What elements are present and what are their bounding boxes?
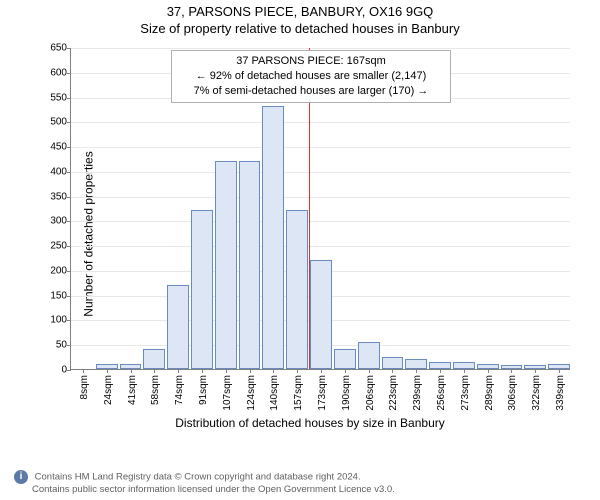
x-tick-label: 8sqm: [79, 369, 90, 399]
histogram-bar: [358, 342, 380, 369]
histogram-bar: [501, 365, 523, 369]
info-icon: i: [14, 470, 28, 484]
histogram-plot: 0501001502002503003504004505005506006508…: [70, 48, 570, 370]
x-tick-label: 223sqm: [388, 369, 399, 411]
x-tick-label: 306sqm: [507, 369, 518, 411]
histogram-bar: [477, 364, 499, 369]
title-subtitle: Size of property relative to detached ho…: [0, 19, 600, 36]
histogram-bar: [167, 285, 189, 369]
x-tick-label: 24sqm: [103, 369, 114, 405]
x-tick-label: 273sqm: [460, 369, 471, 411]
y-tick-label: 450: [50, 142, 71, 153]
x-tick-label: 190sqm: [341, 369, 352, 411]
y-tick-label: 500: [50, 117, 71, 128]
y-tick-label: 600: [50, 67, 71, 78]
x-tick-label: 173sqm: [317, 369, 328, 411]
x-tick-label: 239sqm: [412, 369, 423, 411]
annotation-line1: 37 PARSONS PIECE: 167sqm: [178, 54, 444, 69]
histogram-bar: [548, 364, 570, 369]
chart-container: Number of detached properties 0501001502…: [40, 44, 580, 424]
footer-attribution: i Contains HM Land Registry data © Crown…: [14, 470, 590, 496]
footer-line1: Contains HM Land Registry data © Crown c…: [35, 471, 361, 482]
y-tick-label: 350: [50, 191, 71, 202]
x-tick-label: 91sqm: [198, 369, 209, 405]
histogram-bar: [96, 364, 118, 369]
x-tick-label: 322sqm: [531, 369, 542, 411]
title-address: 37, PARSONS PIECE, BANBURY, OX16 9GQ: [0, 0, 600, 19]
y-tick-label: 550: [50, 92, 71, 103]
histogram-bar: [120, 364, 142, 369]
histogram-bar: [286, 210, 308, 369]
y-tick-label: 150: [50, 290, 71, 301]
histogram-bar: [262, 106, 284, 369]
y-tick-label: 200: [50, 265, 71, 276]
annotation-line3: 7% of semi-detached houses are larger (1…: [178, 84, 444, 99]
x-tick-label: 339sqm: [555, 369, 566, 411]
histogram-bar: [334, 349, 356, 369]
histogram-bar: [215, 161, 237, 369]
histogram-bar: [143, 349, 165, 369]
y-tick-label: 0: [61, 365, 71, 376]
histogram-bar: [405, 359, 427, 369]
x-tick-label: 107sqm: [222, 369, 233, 411]
x-tick-label: 124sqm: [246, 369, 257, 411]
histogram-bar: [191, 210, 213, 369]
x-tick-label: 41sqm: [127, 369, 138, 405]
histogram-bar: [310, 260, 332, 369]
histogram-bar: [239, 161, 261, 369]
y-tick-label: 650: [50, 43, 71, 54]
y-tick-label: 300: [50, 216, 71, 227]
histogram-bar: [524, 365, 546, 369]
footer-line2: Contains public sector information licen…: [32, 484, 395, 495]
y-tick-label: 400: [50, 166, 71, 177]
histogram-bar: [382, 357, 404, 369]
x-tick-label: 58sqm: [150, 369, 161, 405]
x-axis-label: Distribution of detached houses by size …: [40, 416, 580, 430]
histogram-bar: [453, 362, 475, 369]
x-tick-label: 256sqm: [436, 369, 447, 411]
x-tick-label: 289sqm: [484, 369, 495, 411]
histogram-bar: [429, 362, 451, 369]
y-tick-label: 250: [50, 241, 71, 252]
annotation-line2: ← 92% of detached houses are smaller (2,…: [178, 69, 444, 84]
x-tick-label: 74sqm: [174, 369, 185, 405]
annotation-box: 37 PARSONS PIECE: 167sqm← 92% of detache…: [171, 50, 451, 103]
y-tick-label: 100: [50, 315, 71, 326]
x-tick-label: 140sqm: [269, 369, 280, 411]
x-tick-label: 157sqm: [293, 369, 304, 411]
x-tick-label: 206sqm: [365, 369, 376, 411]
y-tick-label: 50: [56, 340, 71, 351]
